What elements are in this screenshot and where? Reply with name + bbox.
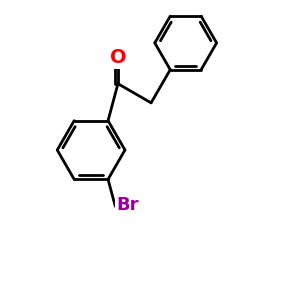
- Text: Br: Br: [116, 196, 139, 214]
- Text: O: O: [110, 48, 126, 67]
